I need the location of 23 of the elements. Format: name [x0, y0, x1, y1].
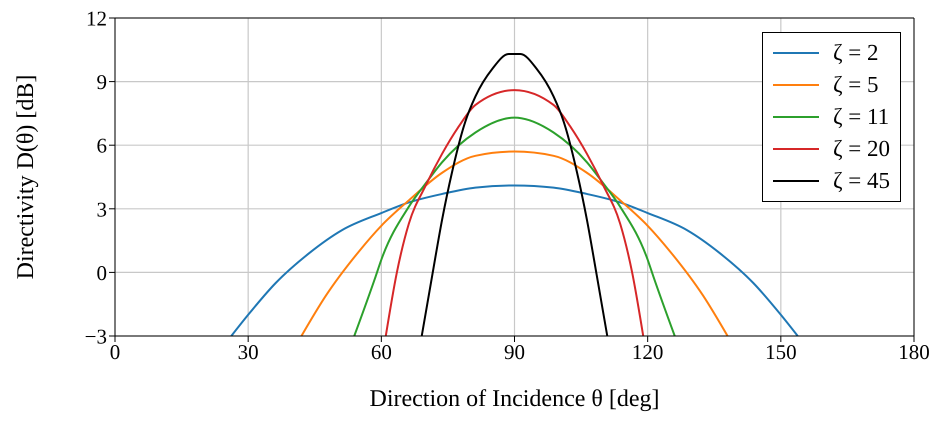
x-tick-label: 30	[238, 340, 259, 364]
line-series	[384, 89, 644, 336]
x-tick-label: 150	[765, 340, 797, 364]
legend-label: ζ = 11	[833, 103, 890, 131]
x-axis-title: Direction of Incidence θ [deg]	[369, 386, 660, 412]
legend-label: ζ = 20	[833, 135, 890, 163]
y-tick-label: 9	[96, 70, 107, 94]
y-tick-label: 12	[86, 6, 107, 30]
legend-label: ζ = 45	[833, 167, 890, 195]
y-tick-label: 3	[96, 197, 107, 222]
y-tick-label: 0	[96, 260, 107, 285]
line-series	[353, 116, 676, 336]
line-series	[230, 184, 799, 336]
x-tick-label: 90	[504, 340, 525, 364]
x-tick-label: 120	[632, 340, 664, 364]
x-tick-label: 180	[898, 340, 930, 364]
line-series	[300, 150, 729, 336]
y-axis-title: Directivity D(θ) [dB]	[13, 74, 39, 280]
y-tick-label: 6	[96, 134, 107, 158]
legend-label: ζ = 2	[833, 39, 878, 67]
legend-label: ζ = 5	[833, 71, 878, 99]
x-tick-label: 60	[370, 340, 392, 364]
y-tick-label: −3	[84, 324, 107, 348]
